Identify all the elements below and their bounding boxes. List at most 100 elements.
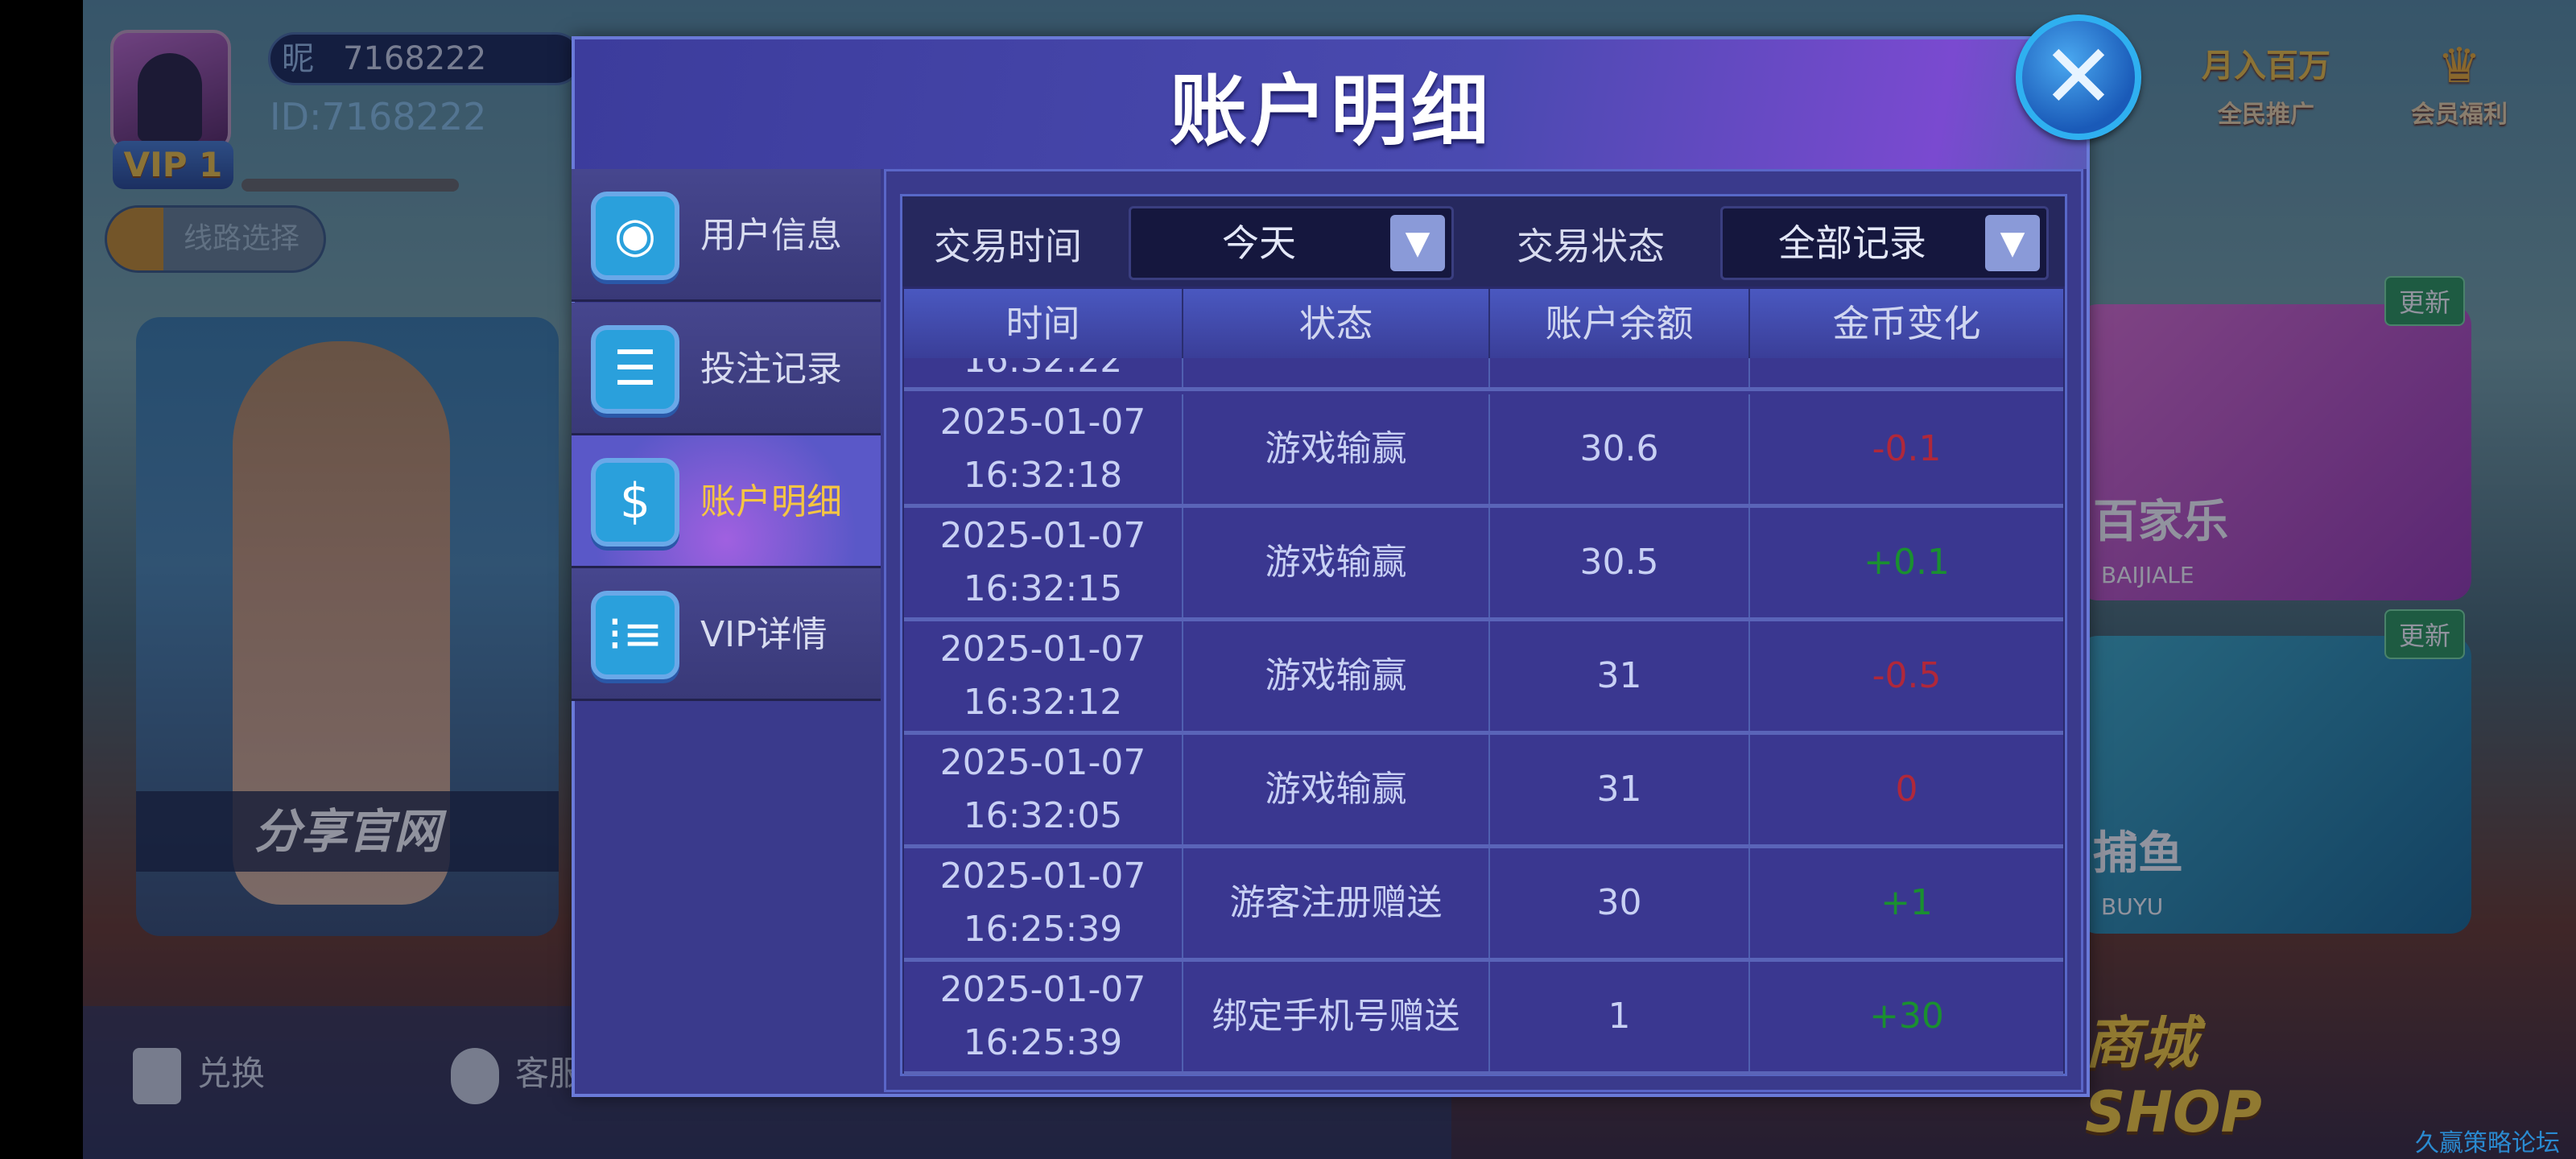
cell-coin-change: -0.1 <box>1872 428 1942 469</box>
sidebar-item-label: 投注记录 <box>700 349 842 390</box>
game-name: 百家乐 <box>2093 496 2228 548</box>
status-filter-dropdown[interactable]: 全部记录 ▼ <box>1720 206 2049 280</box>
update-badge: 更新 <box>2384 609 2466 659</box>
game-card-fishing[interactable]: 捕鱼 BUYU <box>2077 636 2471 934</box>
cell-balance: 30.6 <box>1490 394 1750 504</box>
chevron-down-icon: ▼ <box>1390 215 1445 271</box>
table-row: 16:32:22 <box>904 358 2063 391</box>
share-website-card[interactable]: 分享官网 <box>136 317 559 936</box>
time-filter-dropdown[interactable]: 今天 ▼ <box>1129 206 1454 280</box>
dialog-title: 账户明细 <box>1170 66 1492 156</box>
cell-coin-change: +1 <box>1880 882 1933 923</box>
sidebar-item-vip-details[interactable]: ⁝≡ VIP详情 <box>572 568 881 701</box>
close-button[interactable]: ✕ <box>2016 14 2141 140</box>
cell-status: 游戏输赢 <box>1183 735 1490 844</box>
game-subname: BAIJIALE <box>2101 562 2194 588</box>
shop-label-cn: 商城 <box>2085 1010 2198 1076</box>
cell-balance <box>1490 358 1750 387</box>
nickname-field[interactable]: 昵 7168222 <box>268 32 582 85</box>
cell-balance: 31 <box>1490 621 1750 731</box>
user-id: ID:7168222 <box>270 95 487 138</box>
shop-button[interactable]: 商城 SHOP <box>2085 998 2262 1145</box>
table-row: 2025-01-07 16:32:12 游戏输赢 31 -0.5 <box>904 621 2063 735</box>
vip-badge: VIP 1 <box>113 141 233 189</box>
cell-coin-change: +30 <box>1869 996 1944 1037</box>
status-filter-label: 交易状态 <box>1517 225 1665 268</box>
date-text: 2025-01-07 <box>939 402 1146 443</box>
cell-time: 2025-01-07 16:25:39 <box>904 848 1183 958</box>
sidebar-item-label: VIP详情 <box>700 614 828 655</box>
exchange-label: 兑换 <box>197 1054 266 1093</box>
list-doc-icon: ☰ <box>591 325 679 414</box>
date-text: 2025-01-07 <box>939 969 1146 1010</box>
game-subname: BUYU <box>2101 893 2164 920</box>
cell-balance: 30 <box>1490 848 1750 958</box>
route-select-button[interactable]: 线路选择 <box>105 205 326 273</box>
status-filter-value: 全部记录 <box>1778 221 1926 265</box>
avatar[interactable] <box>110 30 231 151</box>
time-text: 16:32:22 <box>963 358 1123 381</box>
date-text: 2025-01-07 <box>939 629 1146 670</box>
cell-time: 2025-01-07 16:32:05 <box>904 735 1183 844</box>
table-row: 2025-01-07 16:32:15 游戏输赢 30.5 +0.1 <box>904 508 2063 621</box>
chevron-down-icon: ▼ <box>1985 215 2040 271</box>
sidebar-item-label: 账户明细 <box>700 481 842 522</box>
share-website-caption: 分享官网 <box>136 791 559 872</box>
cell-status: 游客注册赠送 <box>1183 848 1490 958</box>
date-text: 2025-01-07 <box>939 856 1146 897</box>
sidebar-item-bet-records[interactable]: ☰ 投注记录 <box>572 303 881 435</box>
sidebar-item-label: 用户信息 <box>700 215 842 256</box>
cell-time: 2025-01-07 16:32:18 <box>904 394 1183 504</box>
date-text: 2025-01-07 <box>939 515 1146 556</box>
table-row: 2025-01-07 16:25:39 游客注册赠送 30 +1 <box>904 848 2063 962</box>
promo-button[interactable]: 全民推广 <box>2218 101 2314 129</box>
cell-status: 绑定手机号赠送 <box>1183 962 1490 1071</box>
cell-status: 游戏输赢 <box>1183 621 1490 731</box>
clipboard-money-icon: $ <box>591 458 679 547</box>
column-header-status: 状态 <box>1183 289 1490 358</box>
cell-time: 2025-01-07 16:25:39 <box>904 962 1183 1071</box>
watermark: 久赢策略论坛 <box>2415 1129 2560 1157</box>
time-text: 16:32:05 <box>963 795 1123 836</box>
time-text: 16:25:39 <box>963 909 1123 950</box>
cell-coin-change: +0.1 <box>1864 542 1950 583</box>
cell-status: 游戏输赢 <box>1183 508 1490 617</box>
dialog-header <box>575 39 2087 169</box>
table-row: 2025-01-07 16:32:18 游戏输赢 30.6 -0.1 <box>904 394 2063 508</box>
cell-status: 游戏输赢 <box>1183 394 1490 504</box>
close-icon: ✕ <box>2041 25 2116 128</box>
game-card-baccarat[interactable]: 百家乐 BAIJIALE <box>2077 304 2471 600</box>
sidebar-item-user-info[interactable]: ◉ 用户信息 <box>572 169 881 302</box>
member-benefits-button[interactable]: 会员福利 <box>2411 101 2508 129</box>
records-table-body[interactable]: 16:32:22 2025-01-07 16:32:18 游戏输赢 30.6 -0.1 2… <box>904 358 2063 1075</box>
table-row: 2025-01-07 16:32:05 游戏输赢 31 0 <box>904 735 2063 848</box>
column-header-balance: 账户余额 <box>1490 289 1750 358</box>
cell-balance: 30.5 <box>1490 508 1750 617</box>
cell-time: 2025-01-07 16:32:15 <box>904 508 1183 617</box>
time-filter-value: 今天 <box>1222 221 1296 265</box>
cell-balance: 31 <box>1490 735 1750 844</box>
cell-time: 2025-01-07 16:32:12 <box>904 621 1183 731</box>
sidebar-item-account-details[interactable]: $ 账户明细 <box>572 435 881 568</box>
column-header-change: 金币变化 <box>1832 302 1981 345</box>
bullet-list-icon: ⁝≡ <box>591 591 679 679</box>
cell-balance: 1 <box>1490 962 1750 1071</box>
nickname-label: 昵 <box>282 40 314 77</box>
nickname-value: 7168222 <box>343 40 487 77</box>
cell-coin-change: 0 <box>1895 769 1918 810</box>
time-text: 16:32:12 <box>963 682 1123 723</box>
column-header-time: 时间 <box>904 289 1183 358</box>
shop-label-en: SHOP <box>2085 1079 2262 1145</box>
date-text: 2025-01-07 <box>939 742 1146 783</box>
cell-time: 16:32:22 <box>904 358 1183 387</box>
table-header <box>904 289 2063 358</box>
exchange-button[interactable]: 兑换 <box>133 1046 265 1104</box>
cell-coin-change: -0.5 <box>1872 655 1942 696</box>
game-name: 捕鱼 <box>2093 827 2183 880</box>
cell-status <box>1183 358 1490 387</box>
time-text: 16:32:18 <box>963 455 1123 496</box>
time-text: 16:25:39 <box>963 1022 1123 1063</box>
time-filter-label: 交易时间 <box>934 225 1082 268</box>
promo-top-text: 月入百万 <box>2202 47 2330 85</box>
yen-card-icon <box>133 1047 181 1104</box>
